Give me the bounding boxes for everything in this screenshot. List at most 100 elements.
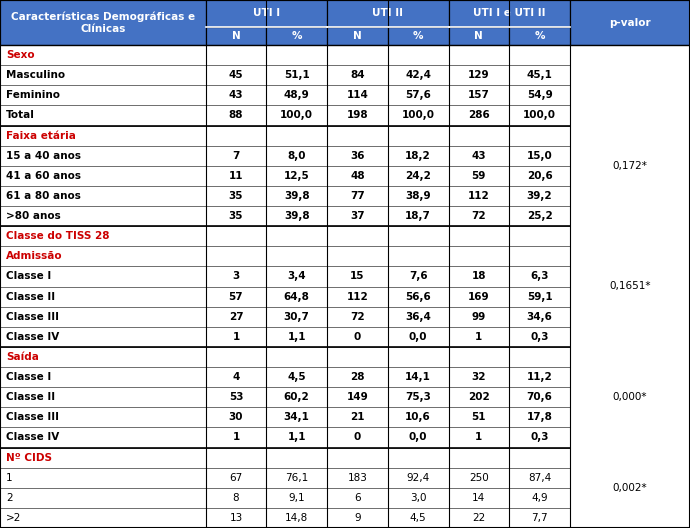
Text: 250: 250 xyxy=(469,473,489,483)
Text: 7: 7 xyxy=(233,150,239,161)
Bar xyxy=(0,488,690,508)
Bar xyxy=(0,427,690,448)
Text: 39,8: 39,8 xyxy=(284,191,310,201)
Text: 30,7: 30,7 xyxy=(284,312,310,322)
Text: 14: 14 xyxy=(472,493,486,503)
Text: 286: 286 xyxy=(468,110,490,120)
Text: 0,1651*: 0,1651* xyxy=(609,281,651,291)
Text: 59,1: 59,1 xyxy=(526,291,553,301)
Text: Classe do TISS 28: Classe do TISS 28 xyxy=(6,231,110,241)
Text: 18,2: 18,2 xyxy=(405,150,431,161)
Text: 28: 28 xyxy=(350,372,365,382)
Text: 1: 1 xyxy=(6,473,12,483)
Text: 1: 1 xyxy=(233,332,239,342)
Text: Classe IV: Classe IV xyxy=(6,332,59,342)
Bar xyxy=(0,106,690,126)
Text: 43: 43 xyxy=(471,150,486,161)
Text: 2: 2 xyxy=(6,493,12,503)
Bar xyxy=(0,266,690,287)
Text: 84: 84 xyxy=(350,70,365,80)
Text: 3,0: 3,0 xyxy=(410,493,426,503)
Text: 60,2: 60,2 xyxy=(284,392,310,402)
Bar xyxy=(206,27,266,45)
Bar xyxy=(0,206,690,226)
Text: 67: 67 xyxy=(229,473,243,483)
Text: 112: 112 xyxy=(346,291,368,301)
Text: Masculino: Masculino xyxy=(6,70,65,80)
Text: UTI I e UTI II: UTI I e UTI II xyxy=(473,8,546,18)
Bar xyxy=(206,0,327,27)
Bar xyxy=(327,0,448,27)
Text: 34,6: 34,6 xyxy=(526,312,553,322)
Text: 15 a 40 anos: 15 a 40 anos xyxy=(6,150,81,161)
Text: 0,3: 0,3 xyxy=(531,432,549,442)
Text: 20,6: 20,6 xyxy=(526,171,553,181)
Bar xyxy=(570,0,690,45)
Bar xyxy=(0,448,690,468)
Text: 76,1: 76,1 xyxy=(285,473,308,483)
Text: 15,0: 15,0 xyxy=(526,150,553,161)
Text: Classe II: Classe II xyxy=(6,392,55,402)
Text: 45: 45 xyxy=(228,70,244,80)
Text: 22: 22 xyxy=(472,513,486,523)
Text: Características Demográficas e
Clínicas: Características Demográficas e Clínicas xyxy=(11,12,195,34)
Text: 70,6: 70,6 xyxy=(526,392,553,402)
Bar xyxy=(327,27,388,45)
Text: 10,6: 10,6 xyxy=(405,412,431,422)
Text: 27: 27 xyxy=(228,312,244,322)
Bar xyxy=(0,226,690,246)
Text: N: N xyxy=(232,31,240,41)
Text: Sexo: Sexo xyxy=(6,50,34,60)
Text: 0: 0 xyxy=(354,332,361,342)
Text: 88: 88 xyxy=(228,110,244,120)
Text: 39,8: 39,8 xyxy=(284,211,310,221)
Bar xyxy=(0,0,206,45)
Text: 21: 21 xyxy=(350,412,365,422)
Text: 61 a 80 anos: 61 a 80 anos xyxy=(6,191,81,201)
Text: 34,1: 34,1 xyxy=(284,412,310,422)
Text: 57: 57 xyxy=(228,291,244,301)
Text: 157: 157 xyxy=(468,90,490,100)
Text: 198: 198 xyxy=(346,110,368,120)
Bar xyxy=(570,0,690,45)
Text: Classe I: Classe I xyxy=(6,271,51,281)
Text: 4,5: 4,5 xyxy=(288,372,306,382)
Text: 8: 8 xyxy=(233,493,239,503)
Bar xyxy=(206,27,266,45)
Bar xyxy=(448,0,570,27)
Bar xyxy=(0,407,690,427)
Text: 99: 99 xyxy=(472,312,486,322)
Text: N: N xyxy=(353,31,362,41)
Text: Faixa etária: Faixa etária xyxy=(6,130,76,140)
Bar xyxy=(448,27,509,45)
Bar xyxy=(0,307,690,327)
Bar xyxy=(0,45,690,65)
Text: 0,0: 0,0 xyxy=(409,432,427,442)
Text: 183: 183 xyxy=(348,473,367,483)
Text: 14,8: 14,8 xyxy=(285,513,308,523)
Bar xyxy=(0,367,690,387)
Text: Classe III: Classe III xyxy=(6,412,59,422)
Text: N: N xyxy=(475,31,483,41)
Text: 72: 72 xyxy=(350,312,365,322)
Bar xyxy=(0,166,690,186)
Text: 0,3: 0,3 xyxy=(531,332,549,342)
Bar xyxy=(0,186,690,206)
Bar xyxy=(0,387,690,407)
Bar xyxy=(0,347,690,367)
Text: 77: 77 xyxy=(350,191,365,201)
Text: %: % xyxy=(291,31,302,41)
Text: 48,9: 48,9 xyxy=(284,90,310,100)
Text: 0,0: 0,0 xyxy=(409,332,427,342)
Text: 36: 36 xyxy=(350,150,365,161)
Text: Nº CIDS: Nº CIDS xyxy=(6,452,52,463)
Bar xyxy=(388,27,448,45)
Text: 39,2: 39,2 xyxy=(526,191,553,201)
Text: Feminino: Feminino xyxy=(6,90,60,100)
Text: 3: 3 xyxy=(233,271,239,281)
Text: 56,6: 56,6 xyxy=(405,291,431,301)
Text: 92,4: 92,4 xyxy=(406,473,430,483)
Text: 4,5: 4,5 xyxy=(410,513,426,523)
Bar xyxy=(0,246,690,266)
Bar xyxy=(0,468,690,488)
